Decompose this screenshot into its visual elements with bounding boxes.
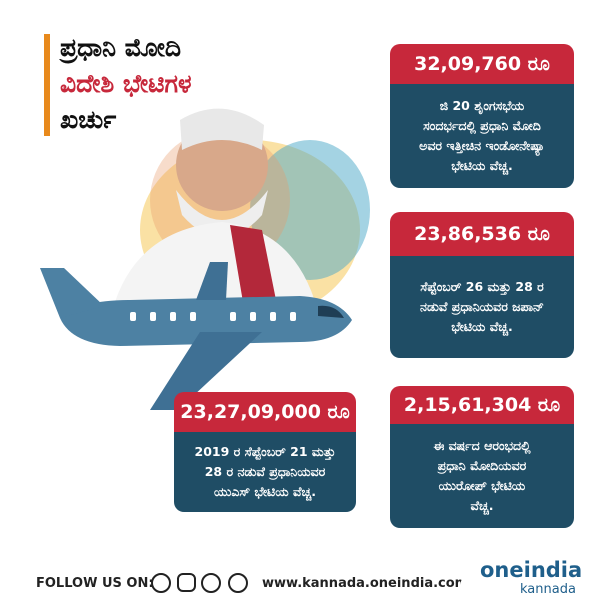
follow-label: FOLLOW US ON: [36, 576, 154, 591]
brand-logo[interactable]: oneindia [480, 558, 583, 582]
card-text-line: ಸೆಪ್ಟೆಂಬರ್ 26 ಮತ್ತು 28 ರ [420, 279, 544, 294]
card-text-line: 28 ರ ನಡುವೆ ಪ್ರಧಾನಿಯವರ [204, 464, 326, 479]
twitter-icon[interactable] [201, 573, 221, 593]
youtube-icon[interactable] [228, 573, 248, 593]
portrait-scarf [230, 225, 280, 320]
card-body: ಸೆಪ್ಟೆಂಬರ್ 26 ಮತ್ತು 28 ರ ನಡುವೆ ಪ್ರಧಾನಿಯವರ… [390, 256, 574, 358]
title-accent [44, 34, 50, 136]
paint-splash [250, 140, 370, 280]
title-line: ವಿದೇಶಿ ಭೇಟಿಗಳ [60, 69, 192, 98]
card-text-line: ಭೇಟಿಯ ವೆಚ್ಚ. [451, 319, 513, 334]
card-text-line: ನಡುವೆ ಪ್ರಧಾನಿಯವರ ಜಪಾನ್ [420, 299, 544, 314]
expense-card: 23,86,536 ರೂ ಸೆಪ್ಟೆಂಬರ್ 26 ಮತ್ತು 28 ರ ನಡುವ… [390, 212, 574, 358]
card-amount: 23,86,536 ರೂ [390, 212, 574, 256]
airplane-cockpit [318, 305, 344, 318]
title-line: ಪ್ರಧಾನಿ ಮೋದಿ [60, 33, 182, 62]
facebook-icon[interactable] [151, 573, 171, 593]
footer: FOLLOW US ON: www.kannada.oneindia.com [0, 560, 600, 600]
airplane-body [60, 296, 352, 346]
airplane-wing [150, 332, 262, 410]
card-text-line: 2019 ರ ಸೆಪ್ಟೆಂಬರ್ 21 ಮತ್ತು [194, 444, 336, 459]
card-text-line: ಜಿ 20 ಶೃಂಗಸಭೆಯ [439, 98, 525, 113]
brand-sub: kannada [520, 582, 576, 597]
card-text-line: ಯುರೋಪ್ ಭೇಟಿಯ [438, 478, 526, 493]
social-icons [151, 573, 248, 593]
airplane-tail [40, 268, 104, 318]
card-text-line: ಭೇಟಿಯ ವೆಚ್ಚ. [451, 158, 513, 173]
portrait-hair [180, 108, 264, 150]
airplane-windows [130, 312, 296, 321]
card-text-line: ಯುಎಸ್ ಭೇಟಿಯ ವೆಚ್ಚ. [213, 484, 316, 499]
expense-card: 23,27,09,000 ರೂ 2019 ರ ಸೆಪ್ಟೆಂಬರ್ 21 ಮತ್ತ… [174, 392, 356, 512]
title-line: ಖರ್ಚು [60, 105, 117, 134]
card-amount: 32,09,760 ರೂ [390, 44, 574, 84]
card-text-line: ಅವರ ಇತ್ತೀಚಿನ ಇಂಡೋನೇಷ್ಯಾ [419, 138, 545, 153]
instagram-icon[interactable] [177, 573, 196, 592]
website-link[interactable]: www.kannada.oneindia.com [262, 576, 469, 591]
card-body: ಈ ವರ್ಷದ ಆರಂಭದಲ್ಲಿ ಪ್ರಧಾನಿ ಮೋದಿಯವರ ಯುರೋಪ್ ಭ… [390, 424, 574, 528]
card-text-line: ಈ ವರ್ಷದ ಆರಂಭದಲ್ಲಿ [433, 438, 531, 453]
title: ಪ್ರಧಾನಿ ಮೋದಿ ವಿದೇಶಿ ಭೇಟಿಗಳ ಖರ್ಚು [60, 30, 192, 138]
card-text-line: ಪ್ರಧಾನಿ ಮೋದಿಯವರ [437, 458, 527, 473]
expense-card: 2,15,61,304 ರೂ ಈ ವರ್ಷದ ಆರಂಭದಲ್ಲಿ ಪ್ರಧಾನಿ ಮ… [390, 386, 574, 528]
card-text-line: ವೆಚ್ಚ. [470, 498, 494, 513]
card-body: ಜಿ 20 ಶೃಂಗಸಭೆಯ ಸಂದರ್ಭದಲ್ಲಿ ಪ್ರಧಾನಿ ಮೋದಿ ಅವ… [390, 84, 574, 188]
card-body: 2019 ರ ಸೆಪ್ಟೆಂಬರ್ 21 ಮತ್ತು 28 ರ ನಡುವೆ ಪ್ರ… [174, 432, 356, 512]
card-amount: 23,27,09,000 ರೂ [174, 392, 356, 432]
card-text-line: ಸಂದರ್ಭದಲ್ಲಿ ಪ್ರಧಾನಿ ಮೋದಿ [423, 118, 541, 133]
card-amount: 2,15,61,304 ರೂ [390, 386, 574, 424]
expense-card: 32,09,760 ರೂ ಜಿ 20 ಶೃಂಗಸಭೆಯ ಸಂದರ್ಭದಲ್ಲಿ ಪ್… [390, 44, 574, 188]
airplane-wing [196, 262, 228, 300]
